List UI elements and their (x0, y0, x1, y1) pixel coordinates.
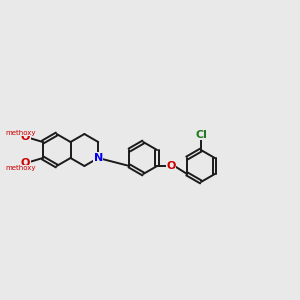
Text: O: O (21, 132, 30, 142)
Text: O: O (167, 161, 176, 171)
Text: methoxy: methoxy (5, 165, 35, 171)
Text: N: N (94, 153, 103, 163)
Text: O: O (21, 158, 30, 168)
Text: methoxy: methoxy (5, 130, 35, 136)
Text: Cl: Cl (195, 130, 207, 140)
